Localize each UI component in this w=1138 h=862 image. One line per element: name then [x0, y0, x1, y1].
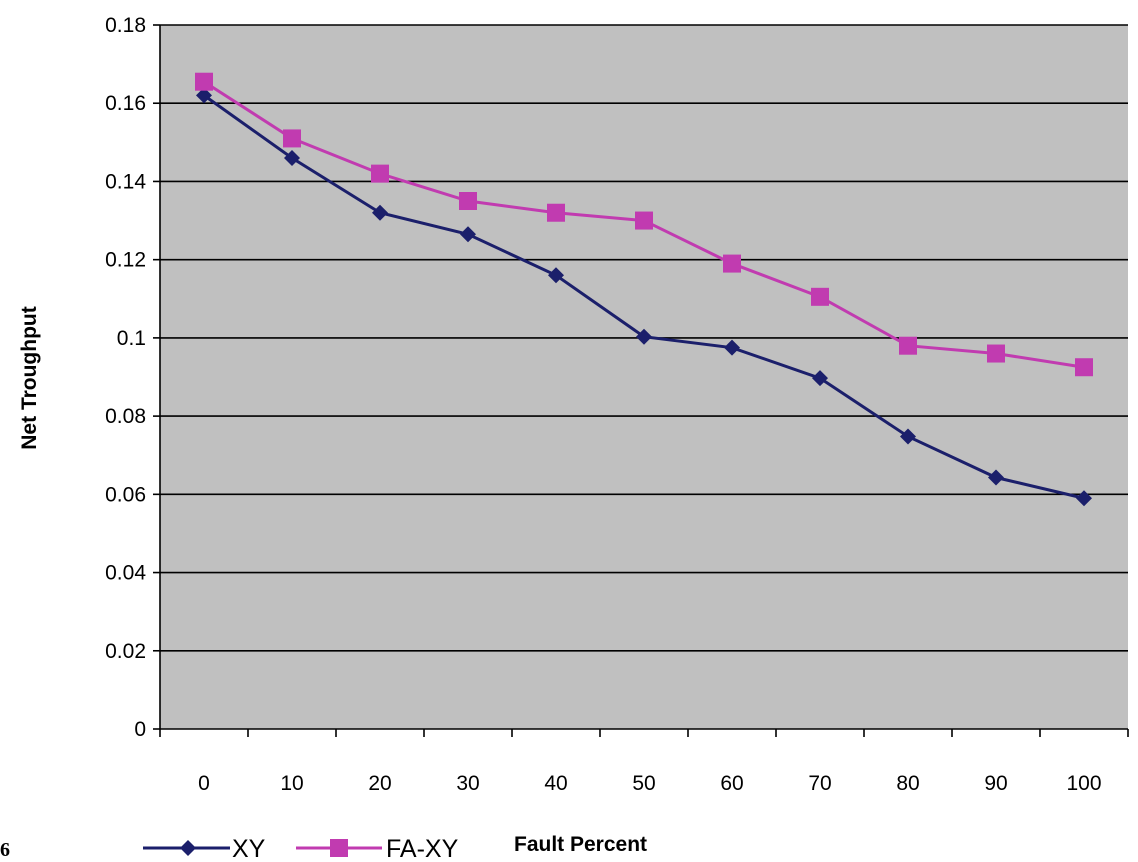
- data-series: [195, 72, 1093, 507]
- x-tick-label: 20: [368, 772, 391, 795]
- data-point-fa-xy: [1075, 358, 1093, 377]
- data-point-xy: [636, 328, 652, 345]
- y-tick-label: 0.12: [105, 249, 146, 272]
- x-tick-label: 70: [808, 772, 831, 795]
- series-fa-xy: [195, 72, 1093, 377]
- data-point-xy: [724, 339, 740, 356]
- series-xy: [196, 87, 1092, 507]
- x-tick-label: 80: [896, 772, 919, 795]
- figure-mark: 6: [0, 839, 10, 861]
- data-point-fa-xy: [283, 129, 301, 148]
- data-point-fa-xy: [723, 254, 741, 273]
- x-tick-label: 60: [720, 772, 743, 795]
- data-point-fa-xy: [811, 287, 829, 306]
- x-tick-label: 100: [1066, 772, 1101, 795]
- data-point-fa-xy: [459, 192, 477, 210]
- y-tick-label: 0.1: [117, 327, 146, 350]
- data-point-xy: [460, 226, 476, 243]
- y-tick-labels: 0 0.02 0.04 0.06 0.08 0.1 0.12 0.14 0.16 0.18: [105, 14, 146, 741]
- data-point-fa-xy: [635, 211, 653, 230]
- y-tick-label: 0.04: [105, 562, 146, 585]
- data-point-fa-xy: [371, 164, 389, 183]
- y-tick-label: 0.16: [105, 92, 146, 115]
- y-tick-label: 0: [134, 718, 146, 741]
- plot-area: [160, 25, 1128, 729]
- x-tick-label: 90: [984, 772, 1007, 795]
- y-tick-label: 0.08: [105, 405, 146, 428]
- data-point-fa-xy: [899, 336, 917, 355]
- x-tick-label: 10: [280, 772, 303, 795]
- data-point-xy: [1076, 490, 1092, 507]
- x-tick-labels: 0 10 20 30 40 50 60 70 80 90 100: [198, 772, 1101, 795]
- x-tick-label: 30: [456, 772, 479, 795]
- data-point-fa-xy: [195, 72, 213, 91]
- data-point-xy: [988, 469, 1004, 486]
- legend-label-fa-xy: FA-XY: [386, 835, 459, 862]
- data-point-xy: [372, 204, 388, 221]
- data-point-fa-xy: [547, 203, 565, 222]
- data-point-xy: [812, 370, 828, 387]
- legend-item-xy: XY: [143, 835, 266, 862]
- x-tick-label: 50: [632, 772, 655, 795]
- y-tick-label: 0.14: [105, 170, 146, 193]
- data-point-xy: [196, 87, 212, 104]
- legend-label-xy: XY: [232, 835, 266, 862]
- y-tick-label: 0.06: [105, 483, 146, 506]
- axes: [153, 24, 1129, 737]
- x-tick-label: 40: [544, 772, 567, 795]
- x-axis-title: Fault Percent: [514, 833, 647, 856]
- y-tick-label: 0.18: [105, 14, 146, 37]
- data-point-xy: [284, 149, 300, 166]
- legend-marker-xy: [180, 840, 196, 856]
- data-point-xy: [900, 428, 916, 445]
- y-axis-title: Net Troughput: [18, 306, 41, 449]
- legend: XY FA-XY: [143, 835, 459, 862]
- data-point-xy: [548, 267, 564, 284]
- legend-item-fa-xy: FA-XY: [296, 835, 459, 862]
- y-tick-label: 0.02: [105, 640, 146, 663]
- legend-marker-fa-xy: [330, 839, 348, 857]
- x-tick-label: 0: [198, 772, 210, 795]
- data-point-fa-xy: [987, 344, 1005, 363]
